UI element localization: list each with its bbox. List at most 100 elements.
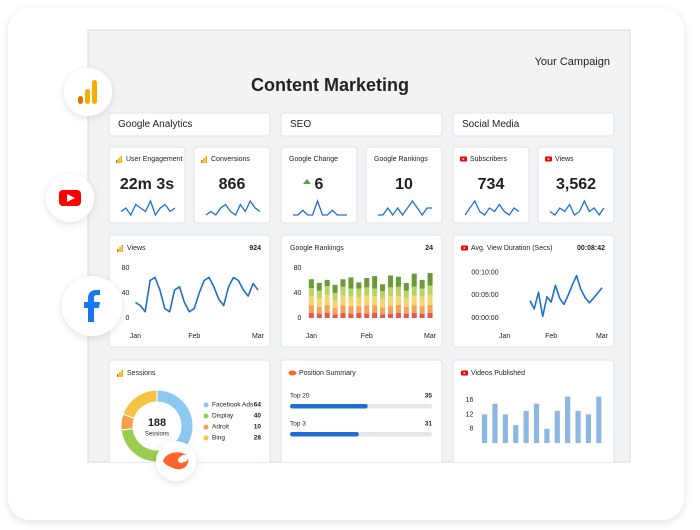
bar-segment (419, 296, 425, 307)
x-tick-label: Jan (306, 333, 317, 340)
bar-segment (364, 295, 370, 306)
chart-total: 24 (425, 245, 433, 252)
icon (462, 157, 465, 161)
x-tick-label: Jan (499, 333, 510, 340)
chart-title: Videos Published (471, 370, 525, 377)
bar-segment (348, 277, 354, 289)
bar (585, 414, 592, 443)
bar-segment (308, 305, 314, 313)
bar-segment (364, 313, 370, 318)
bar-segment (316, 313, 322, 318)
chart-total: 924 (249, 245, 261, 252)
y-tick-label: 8 (469, 426, 473, 433)
progress-label: Top 20 (290, 393, 310, 400)
bar-segment (380, 298, 386, 308)
bar-segment (403, 313, 409, 318)
bar-segment (332, 299, 338, 308)
y-tick-label: 40 (294, 290, 302, 297)
bar (523, 410, 529, 443)
legend-dot (203, 402, 209, 408)
x-tick-label: Feb (545, 333, 557, 340)
y-tick-label: 00:00:00 (471, 315, 498, 322)
kpi-card (365, 146, 443, 224)
kpi-value: 22m 3s (120, 176, 174, 193)
semrush-badge (156, 441, 196, 481)
bar-segment (395, 295, 401, 305)
kpi-label: User Engagement (126, 156, 182, 163)
section-title: SEO (290, 119, 311, 130)
bar-segment (419, 288, 425, 297)
icon (203, 158, 205, 163)
legend-label: Bing (212, 435, 225, 442)
icon (463, 371, 466, 375)
bar (575, 410, 581, 443)
bar-segment (380, 314, 386, 318)
bar-segment (380, 307, 386, 315)
y-tick-label: 0 (297, 315, 301, 322)
bar-segment (411, 295, 417, 306)
y-tick-label: 80 (294, 265, 302, 272)
bar-segment (340, 295, 346, 306)
donut-total: 188 (148, 417, 166, 429)
bar-segment (348, 306, 354, 314)
bar-segment (419, 313, 425, 318)
bar-segment (387, 287, 394, 297)
chart-title: Google Rankings (290, 245, 344, 252)
sparkline (120, 199, 176, 217)
kpi-card (537, 146, 615, 224)
kpi-value: 734 (478, 176, 505, 193)
bar-segment (356, 306, 362, 313)
icon (463, 246, 466, 250)
bar-segment (372, 296, 378, 306)
kpi-value: 866 (219, 176, 246, 193)
bar-segment (387, 306, 394, 314)
icon (205, 156, 207, 163)
y-tick-label: 0 (125, 315, 129, 322)
bar-segment (403, 283, 409, 291)
x-tick-label: Mar (424, 333, 437, 340)
campaign-name: Your Campaign (535, 56, 610, 68)
bar-segment (403, 306, 409, 314)
icon (118, 158, 120, 163)
bar (502, 414, 508, 443)
chart-title: Views (127, 245, 146, 252)
y-tick-label: 80 (122, 265, 130, 272)
bar-segment (411, 313, 417, 318)
bar-segment (340, 286, 346, 296)
icon (121, 245, 123, 252)
bar-segment (308, 313, 314, 318)
progress-value: 31 (425, 421, 433, 428)
bar-segment (372, 305, 378, 313)
bar-segment (419, 306, 425, 314)
y-tick-label: 40 (122, 290, 130, 297)
bar-segment (356, 282, 362, 289)
bar-segment (387, 313, 394, 318)
bar-segment (387, 275, 394, 288)
bar-segment (316, 283, 322, 291)
chart-title: Position Summary (299, 370, 356, 377)
bar-segment (324, 279, 330, 287)
kpi-label: Views (555, 156, 574, 163)
facebook-badge (62, 276, 122, 336)
icon (119, 372, 121, 377)
bar-segment (380, 284, 386, 292)
bar (513, 425, 519, 443)
bar-segment (364, 287, 370, 296)
trend-arrow (303, 179, 311, 184)
bar (544, 428, 550, 443)
sparkline (293, 199, 347, 216)
chart-card (280, 359, 443, 462)
kpi-value: 6 (315, 176, 324, 193)
chart-title: Avg. View Duration (Secs) (471, 245, 552, 252)
section-title: Google Analytics (118, 119, 193, 130)
bar-segment (324, 313, 330, 318)
bar-segment (348, 288, 354, 297)
y-tick-label: 12 (466, 411, 474, 418)
bar (533, 403, 540, 443)
icon (547, 157, 550, 161)
kpi-label: Conversions (211, 156, 250, 163)
icon (117, 249, 119, 252)
sparkline (378, 199, 432, 217)
x-tick-label: Feb (361, 333, 373, 340)
bar (565, 396, 571, 443)
